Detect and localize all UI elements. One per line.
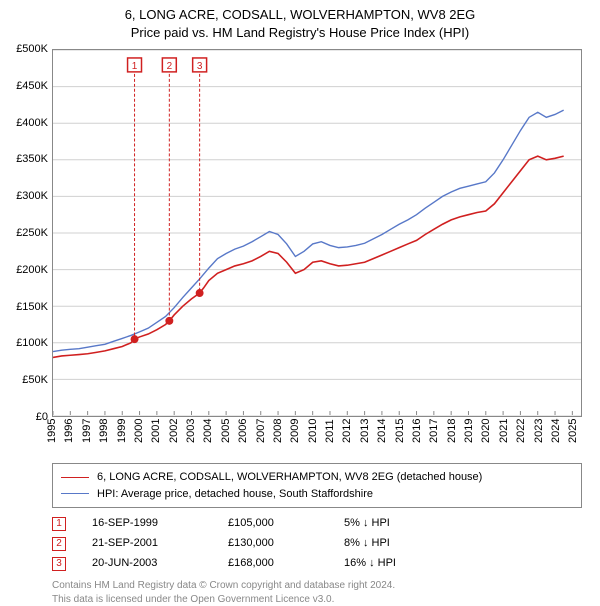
svg-text:1: 1 xyxy=(132,61,138,72)
y-tick-label: £250K xyxy=(16,227,48,239)
x-tick-label: 2015 xyxy=(394,419,406,443)
sales-table: 1 16-SEP-1999 £105,000 5% ↓ HPI 2 21-SEP-2001… xyxy=(52,514,582,573)
y-tick-label: £100K xyxy=(16,337,48,349)
footer-line1: Contains HM Land Registry data © Crown c… xyxy=(52,579,582,593)
x-tick-label: 2022 xyxy=(515,419,527,443)
x-tick-label: 1997 xyxy=(81,419,93,443)
x-tick-label: 2000 xyxy=(133,419,145,443)
x-tick-label: 2018 xyxy=(446,419,458,443)
legend-swatch xyxy=(61,477,89,478)
y-tick-label: £350K xyxy=(16,153,48,165)
series-line xyxy=(53,156,564,357)
x-tick-label: 2002 xyxy=(168,419,180,443)
sale-marker: 2 xyxy=(162,58,176,72)
x-tick-label: 2005 xyxy=(220,419,232,443)
x-tick-label: 2019 xyxy=(463,419,475,443)
x-tick-label: 2023 xyxy=(533,419,545,443)
legend-row: 6, LONG ACRE, CODSALL, WOLVERHAMPTON, WV… xyxy=(61,469,573,486)
sale-diff-vs-hpi: 16% ↓ HPI xyxy=(344,554,444,574)
x-tick-label: 2016 xyxy=(411,419,423,443)
sale-row: 3 20-JUN-2003 £168,000 16% ↓ HPI xyxy=(52,554,582,574)
x-tick-label: 2017 xyxy=(428,419,440,443)
legend-box: 6, LONG ACRE, CODSALL, WOLVERHAMPTON, WV… xyxy=(52,463,582,508)
x-tick-label: 2006 xyxy=(237,419,249,443)
footer-attribution: Contains HM Land Registry data © Crown c… xyxy=(52,579,582,606)
y-tick-label: £450K xyxy=(16,80,48,92)
sale-marker-box: 2 xyxy=(52,537,66,551)
x-tick-label: 2025 xyxy=(567,419,579,443)
sale-row: 1 16-SEP-1999 £105,000 5% ↓ HPI xyxy=(52,514,582,534)
sale-price: £105,000 xyxy=(228,514,318,534)
footer-line2: This data is licensed under the Open Gov… xyxy=(52,593,582,606)
x-tick-label: 1996 xyxy=(63,419,75,443)
x-tick-label: 2003 xyxy=(185,419,197,443)
sale-diff-vs-hpi: 5% ↓ HPI xyxy=(344,514,444,534)
x-tick-label: 2014 xyxy=(376,419,388,443)
chart-area: 123 £0£50K£100K£150K£200K£250K£300K£350K… xyxy=(52,49,582,417)
x-tick-label: 2011 xyxy=(324,419,336,443)
house-price-chart-page: 6, LONG ACRE, CODSALL, WOLVERHAMPTON, WV… xyxy=(0,0,600,590)
x-tick-label: 2012 xyxy=(341,419,353,443)
plot-border: 1 2 3 xyxy=(52,49,582,417)
x-tick-label: 2001 xyxy=(150,419,162,443)
y-tick-label: £500K xyxy=(16,43,48,55)
x-tick-label: 1999 xyxy=(116,419,128,443)
legend-swatch xyxy=(61,493,89,494)
sale-row: 2 21-SEP-2001 £130,000 8% ↓ HPI xyxy=(52,534,582,554)
series-line xyxy=(53,110,564,351)
chart-title-block: 6, LONG ACRE, CODSALL, WOLVERHAMPTON, WV… xyxy=(0,0,600,41)
svg-text:2: 2 xyxy=(167,61,173,72)
x-tick-label: 2009 xyxy=(289,419,301,443)
x-tick-label: 2004 xyxy=(202,419,214,443)
legend-label: HPI: Average price, detached house, Sout… xyxy=(97,486,373,503)
svg-text:3: 3 xyxy=(197,61,203,72)
sale-marker-box: 3 xyxy=(52,557,66,571)
sale-date: 21-SEP-2001 xyxy=(92,534,202,554)
sale-date: 16-SEP-1999 xyxy=(92,514,202,534)
y-tick-label: £50K xyxy=(22,374,48,386)
sale-date: 20-JUN-2003 xyxy=(92,554,202,574)
y-tick-label: £200K xyxy=(16,264,48,276)
chart-title-line2: Price paid vs. HM Land Registry's House … xyxy=(0,24,600,42)
sale-marker: 3 xyxy=(193,58,207,72)
x-tick-label: 2010 xyxy=(307,419,319,443)
y-tick-label: £400K xyxy=(16,117,48,129)
x-tick-label: 2024 xyxy=(550,419,562,443)
sale-price: £130,000 xyxy=(228,534,318,554)
x-tick-label: 1998 xyxy=(98,419,110,443)
plot-svg: 1 2 3 xyxy=(53,50,581,416)
x-tick-label: 2020 xyxy=(480,419,492,443)
y-axis-labels: £0£50K£100K£150K£200K£250K£300K£350K£400… xyxy=(2,49,48,417)
y-tick-label: £300K xyxy=(16,190,48,202)
legend-row: HPI: Average price, detached house, Sout… xyxy=(61,486,573,503)
y-tick-label: £150K xyxy=(16,301,48,313)
x-tick-label: 1995 xyxy=(46,419,58,443)
sale-marker-box: 1 xyxy=(52,517,66,531)
sale-diff-vs-hpi: 8% ↓ HPI xyxy=(344,534,444,554)
x-tick-label: 2013 xyxy=(359,419,371,443)
legend-label: 6, LONG ACRE, CODSALL, WOLVERHAMPTON, WV… xyxy=(97,469,482,486)
sale-marker: 1 xyxy=(128,58,142,72)
x-tick-label: 2008 xyxy=(272,419,284,443)
x-axis-labels: 1995199619971998199920002001200220032004… xyxy=(52,417,582,457)
x-tick-label: 2007 xyxy=(255,419,267,443)
sale-price: £168,000 xyxy=(228,554,318,574)
chart-title-line1: 6, LONG ACRE, CODSALL, WOLVERHAMPTON, WV… xyxy=(0,6,600,24)
x-tick-label: 2021 xyxy=(498,419,510,443)
